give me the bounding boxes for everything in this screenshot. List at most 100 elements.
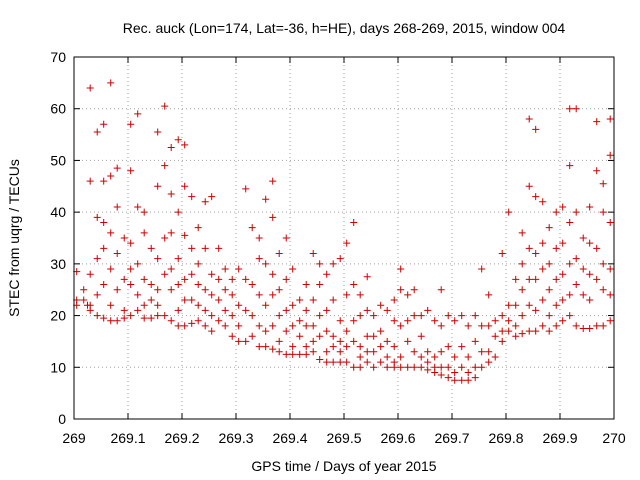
data-point (201, 306, 209, 314)
data-point (262, 301, 270, 309)
data-point (100, 177, 108, 185)
data-point (302, 306, 310, 314)
data-point (275, 348, 283, 356)
data-point (167, 190, 175, 198)
data-point (586, 239, 594, 247)
data-point (478, 322, 486, 330)
data-point (154, 128, 162, 136)
data-point (194, 281, 202, 289)
data-point (255, 343, 263, 351)
data-point (525, 327, 533, 335)
data-point (167, 144, 175, 151)
data-point (228, 275, 236, 283)
data-point (464, 322, 472, 330)
data-point (343, 343, 351, 351)
data-point (255, 255, 263, 263)
data-point (559, 203, 567, 211)
data-point (262, 260, 270, 268)
data-point (329, 358, 337, 366)
data-point (296, 296, 304, 304)
data-point (134, 110, 142, 118)
data-point (93, 291, 101, 299)
data-point (282, 275, 290, 283)
data-point (485, 348, 493, 356)
data-point (363, 306, 371, 314)
data-point (323, 358, 331, 366)
data-point (404, 337, 412, 345)
data-point (120, 306, 128, 314)
data-point (532, 250, 540, 258)
data-point (566, 162, 574, 170)
data-point (161, 162, 169, 170)
data-point (579, 234, 587, 242)
data-point (309, 348, 317, 356)
data-point (215, 317, 223, 325)
x-tick-label: 270 (602, 430, 626, 446)
data-point (599, 286, 607, 294)
data-point (606, 115, 614, 123)
data-point (383, 306, 391, 314)
data-point (140, 314, 148, 322)
data-point (350, 281, 358, 289)
data-point (167, 229, 175, 237)
data-point (566, 218, 574, 226)
data-point (269, 345, 277, 353)
data-point (127, 281, 135, 289)
data-point (255, 234, 263, 242)
data-point (586, 203, 594, 211)
data-point (356, 353, 364, 361)
data-point (350, 317, 358, 325)
data-point (140, 208, 148, 216)
data-point (262, 195, 270, 203)
data-point (228, 332, 236, 340)
data-point (350, 218, 358, 226)
data-point (390, 343, 398, 351)
data-point (471, 312, 479, 320)
data-point (397, 286, 405, 294)
data-point (134, 203, 142, 211)
data-point (498, 312, 506, 320)
data-point (539, 265, 547, 273)
data-point (188, 270, 196, 278)
data-point (505, 327, 513, 335)
data-point (80, 286, 88, 294)
data-point (329, 343, 337, 351)
data-point (100, 281, 108, 289)
data-points (73, 79, 614, 384)
data-point (100, 244, 108, 252)
data-point (93, 312, 101, 320)
data-point (194, 317, 202, 325)
data-point (350, 337, 358, 345)
data-point (296, 317, 304, 325)
data-point (154, 301, 162, 309)
data-point (275, 250, 283, 258)
data-point (161, 234, 169, 242)
data-point (215, 296, 223, 304)
data-point (478, 348, 486, 356)
data-point (397, 322, 405, 330)
data-point (289, 343, 297, 351)
data-point (356, 291, 364, 299)
y-tick-label: 40 (50, 204, 66, 220)
data-point (410, 348, 418, 356)
y-tick-label: 30 (50, 256, 66, 272)
data-point (606, 317, 614, 325)
data-point (356, 312, 364, 320)
data-point (579, 291, 587, 299)
data-point (444, 343, 452, 351)
data-point (127, 312, 135, 320)
data-point (147, 244, 155, 252)
data-point (518, 286, 526, 294)
data-point (593, 244, 601, 252)
data-point (424, 358, 432, 366)
data-point (505, 317, 513, 325)
data-point (471, 337, 479, 345)
data-point (356, 363, 364, 371)
data-point (390, 296, 398, 304)
data-point (485, 358, 493, 366)
y-tick-label: 70 (50, 49, 66, 65)
data-point (215, 244, 223, 252)
data-point (410, 363, 418, 371)
data-point (269, 177, 277, 185)
